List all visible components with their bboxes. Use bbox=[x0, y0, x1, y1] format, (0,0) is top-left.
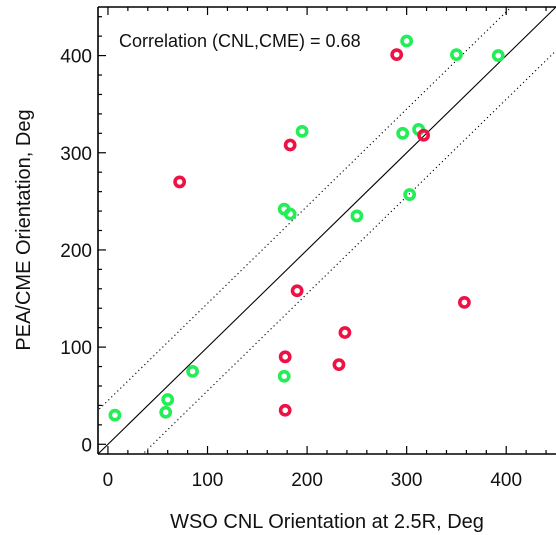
green-data-point bbox=[396, 126, 410, 140]
red-data-point bbox=[332, 358, 346, 371]
x-axis-label: WSO CNL Orientation at 2.5R, Deg bbox=[170, 511, 484, 533]
red-data-point bbox=[338, 326, 352, 339]
green-data-point bbox=[186, 365, 199, 378]
correlation-annotation: Correlation (CNL,CME) = 0.68 bbox=[119, 31, 361, 51]
x-tick-label: 100 bbox=[192, 470, 224, 491]
red-data-point bbox=[417, 128, 430, 142]
identity-line bbox=[98, 7, 556, 454]
green-data-point bbox=[350, 209, 364, 223]
red-data-point bbox=[290, 284, 304, 298]
tick-labels: 0 100 200 300 400 0 100 200 300 400 bbox=[60, 47, 522, 491]
x-tick-label: 400 bbox=[490, 470, 522, 491]
x-tick-label: 200 bbox=[291, 470, 323, 491]
red-data-point bbox=[278, 403, 292, 417]
x-tick-label: 300 bbox=[391, 470, 423, 491]
x-tick-label: 0 bbox=[103, 470, 114, 491]
y-tick-label: 0 bbox=[81, 435, 92, 456]
red-data-point bbox=[283, 138, 297, 152]
green-data-point bbox=[400, 34, 414, 48]
red-data-point bbox=[390, 48, 404, 62]
green-data-point bbox=[161, 393, 175, 406]
y-tick-label: 200 bbox=[60, 241, 92, 262]
ticks bbox=[98, 7, 547, 454]
green-data-point bbox=[277, 369, 291, 383]
reference-lines bbox=[98, 7, 556, 454]
red-data-point bbox=[278, 350, 292, 364]
offset-line-1 bbox=[98, 7, 512, 412]
y-axis-label: PEA/CME Orientation, Deg bbox=[13, 109, 35, 350]
red-data-point bbox=[457, 296, 471, 309]
y-tick-label: 300 bbox=[60, 144, 92, 165]
y-tick-label: 100 bbox=[60, 338, 92, 359]
green-data-point bbox=[450, 48, 463, 62]
green-data-point bbox=[491, 49, 505, 62]
green-data-point bbox=[108, 408, 122, 422]
data-points bbox=[108, 34, 505, 422]
green-data-point bbox=[403, 188, 417, 201]
green-data-point bbox=[159, 405, 173, 419]
red-data-point bbox=[173, 175, 187, 189]
green-data-point bbox=[295, 124, 309, 138]
green-data-point bbox=[283, 207, 297, 221]
y-tick-label: 400 bbox=[60, 47, 92, 68]
